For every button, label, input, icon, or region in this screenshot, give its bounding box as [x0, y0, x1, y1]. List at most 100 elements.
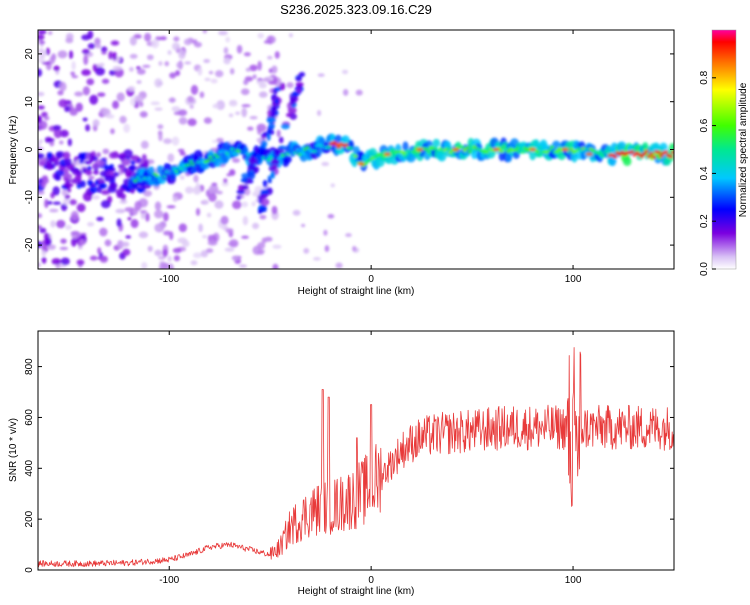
- spectrogram-blob: [117, 218, 122, 227]
- spectrogram-blob: [198, 224, 203, 233]
- spectrogram-blob: [202, 235, 207, 238]
- spectrogram-blob: [260, 189, 269, 194]
- spectrogram-blob: [125, 207, 135, 212]
- spectrogram-blob: [88, 43, 96, 49]
- snr-ytick-label: 800: [24, 358, 35, 375]
- spectrogram-blob: [268, 122, 275, 129]
- spectrogram-blob: [53, 125, 61, 130]
- spectrogram-blob: [295, 82, 303, 87]
- spectrogram-blob: [354, 155, 358, 158]
- spectrogram-blob: [277, 130, 281, 138]
- spectrogram-blob: [53, 202, 61, 205]
- spectrogram-blob: [160, 172, 164, 175]
- spectrogram-ytick-label: -10: [24, 190, 35, 205]
- spectrogram-blob: [189, 160, 193, 163]
- spectrogram-blob: [262, 237, 267, 243]
- spectrogram-blob: [226, 173, 231, 176]
- spectrogram-blob: [57, 90, 63, 95]
- spectrogram-blob: [167, 153, 174, 162]
- spectrogram-blob: [106, 175, 113, 182]
- spectrogram-blob: [259, 215, 266, 220]
- spectrogram-blob: [244, 52, 251, 56]
- spectrogram-xlabel: Height of straight line (km): [298, 286, 415, 297]
- spectrogram-blob: [613, 155, 617, 158]
- spectrogram-blob: [83, 55, 88, 65]
- spectrogram-blob: [101, 46, 108, 52]
- spectrogram-blob: [118, 155, 125, 159]
- spectrogram-blob: [229, 239, 239, 247]
- spectrogram-blob: [272, 206, 278, 214]
- spectrogram-blob: [78, 153, 86, 160]
- spectrogram-blob: [247, 127, 253, 131]
- spectrogram-blob: [174, 111, 182, 115]
- spectrogram-blob: [287, 102, 291, 109]
- spectrogram-blob: [87, 166, 92, 170]
- spectrogram-blob: [86, 170, 92, 176]
- spectrogram-blob: [226, 228, 234, 233]
- spectrogram-blob: [92, 163, 99, 170]
- spectrogram-blob: [74, 92, 83, 97]
- spectrogram-blob: [207, 213, 212, 218]
- spectrogram-blob: [232, 158, 240, 163]
- snr-xtick-label: 0: [368, 575, 374, 586]
- spectrogram-blob: [647, 155, 651, 158]
- spectrogram-blob: [263, 180, 268, 188]
- spectrogram-blob: [271, 112, 275, 118]
- spectrogram-blob: [68, 138, 72, 146]
- spectrogram-blob: [39, 139, 43, 143]
- spectrogram-blob: [535, 150, 539, 153]
- spectrogram-blob: [452, 148, 459, 151]
- spectrogram-blob: [211, 159, 215, 162]
- spectrogram-blob: [196, 182, 200, 191]
- spectrogram-blob: [101, 52, 106, 55]
- spectrogram-blob: [179, 167, 183, 170]
- spectrogram-blob: [97, 152, 101, 157]
- spectrogram-blob: [93, 119, 100, 127]
- spectrogram-blob: [121, 166, 125, 173]
- spectrogram-blob: [176, 62, 183, 69]
- spectrogram-blob: [264, 40, 271, 44]
- spectrogram-marks: [34, 28, 676, 272]
- spectrogram-blob: [55, 170, 64, 177]
- spectrogram-blob: [136, 80, 141, 84]
- spectrogram-blob: [130, 98, 135, 106]
- spectrogram-blob: [109, 152, 116, 159]
- spectrogram-blob: [584, 148, 588, 151]
- spectrogram-blob: [53, 66, 60, 72]
- spectrogram-blob: [644, 150, 648, 153]
- spectrogram-blob: [257, 148, 265, 155]
- spectrogram-blob: [47, 201, 52, 205]
- spectrogram-blob: [229, 113, 234, 117]
- spectrogram-blob: [312, 150, 316, 153]
- spectrogram-blob: [48, 31, 52, 35]
- snr-xlabel: Height of straight line (km): [298, 586, 415, 597]
- spectrogram-blob: [99, 63, 104, 67]
- spectrogram-blob: [113, 52, 117, 61]
- spectrogram-blob: [61, 257, 70, 265]
- spectrogram-blob: [36, 69, 43, 77]
- snr-ytick-label: 400: [24, 460, 35, 477]
- spectrogram-blob: [521, 150, 525, 153]
- spectrogram-blob: [182, 240, 189, 247]
- spectrogram-blob: [344, 143, 348, 146]
- spectrogram-blob: [327, 145, 331, 148]
- spectrogram-blob: [586, 153, 593, 156]
- spectrogram-blob: [601, 154, 605, 157]
- spectrogram-blob: [538, 146, 542, 149]
- snr-panel: -100 0 100 0 200 400 600 800 Height of straight…: [8, 331, 674, 597]
- spectrogram-blob: [45, 237, 52, 246]
- spectrogram-blob: [162, 249, 168, 257]
- spectrogram-blob: [561, 148, 568, 151]
- spectrogram-blob: [169, 170, 173, 173]
- spectrogram-blob: [158, 256, 166, 259]
- spectrogram-blob: [191, 85, 198, 95]
- spectrogram-blob: [493, 148, 500, 151]
- spectrogram-blob: [263, 77, 270, 81]
- spectrogram-blob: [438, 147, 442, 150]
- spectrogram-blob: [547, 148, 551, 151]
- spectrogram-blob: [87, 222, 94, 227]
- spectrogram-blob: [257, 250, 264, 255]
- spectrogram-blob: [567, 151, 571, 154]
- spectrogram-blob: [93, 170, 99, 175]
- spectrogram-blob: [83, 86, 90, 95]
